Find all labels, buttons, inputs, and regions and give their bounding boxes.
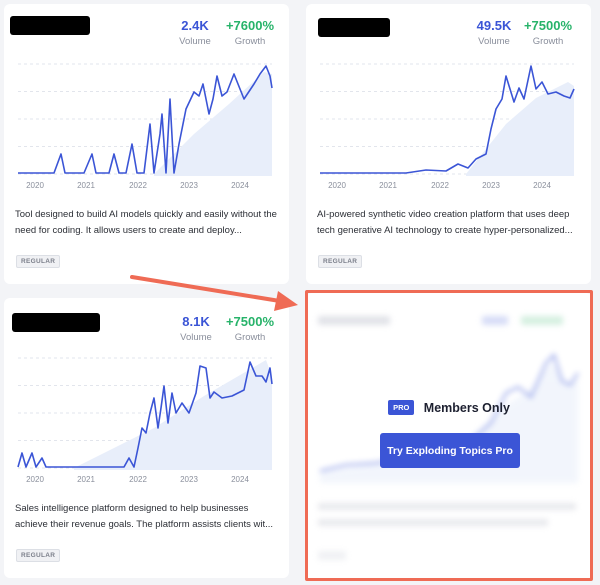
regular-tag: REGULAR — [318, 255, 363, 268]
trend-chart: 2020 2021 2022 2023 2024 — [18, 63, 273, 190]
members-only-row: PRO Members Only — [306, 399, 592, 417]
x-tick-label: 2024 — [231, 181, 249, 190]
growth-label: Growth — [532, 36, 564, 47]
volume-value: 2.4K — [181, 18, 209, 33]
volume-label: Volume — [180, 332, 212, 343]
volume-value: 49.5K — [476, 18, 512, 33]
regular-tag: REGULAR — [16, 549, 61, 562]
topic-card-3[interactable]: 8.1K Volume +7500% Growth 2020 2021 2022 20… — [4, 298, 289, 578]
x-tick-label: 2023 — [482, 181, 500, 190]
growth-label: Growth — [234, 332, 266, 343]
growth-label: Growth — [234, 36, 266, 47]
pro-badge: PRO — [388, 400, 415, 416]
volume-label: Volume — [478, 36, 510, 47]
locked-topic-card: PRO Members Only Try Exploding Topics Pr… — [306, 293, 592, 579]
topic-card-2[interactable]: 49.5K Volume +7500% Growth 2020 2021 2022 2… — [306, 4, 591, 284]
volume-metric: 2.4K Volume — [174, 18, 216, 48]
trend-chart: 2020 2021 2022 2023 2024 — [17, 357, 273, 484]
x-tick-label: 2020 — [26, 181, 44, 190]
x-tick-label: 2024 — [533, 181, 551, 190]
trend-area — [74, 360, 272, 470]
redacted-title — [10, 16, 90, 35]
trend-area — [466, 82, 574, 176]
x-tick-label: 2020 — [26, 475, 44, 484]
members-only-overlay: PRO Members Only Try Exploding Topics Pr… — [306, 293, 592, 579]
members-only-label: Members Only — [423, 400, 510, 415]
volume-value: 8.1K — [182, 314, 210, 329]
growth-value: +7500% — [523, 18, 573, 33]
redacted-title — [318, 18, 390, 37]
x-tick-label: 2022 — [129, 181, 147, 190]
card-description: AI-powered synthetic video creation plat… — [317, 209, 573, 236]
search-volume-line — [18, 65, 273, 174]
topic-card-1[interactable]: 2.4K Volume +7600% Growth 2020 2021 2022 20… — [4, 4, 289, 284]
volume-metric: 49.5K Volume — [472, 18, 516, 48]
regular-tag: REGULAR — [16, 255, 61, 268]
x-tick-label: 2021 — [77, 475, 95, 484]
volume-metric: 8.1K Volume — [176, 314, 216, 344]
x-tick-label: 2023 — [180, 475, 198, 484]
x-tick-label: 2021 — [77, 181, 95, 190]
highlight-box — [305, 290, 593, 581]
try-pro-button[interactable]: Try Exploding Topics Pro — [380, 433, 520, 468]
x-tick-label: 2023 — [180, 181, 198, 190]
growth-metric: +7500% Growth — [222, 314, 278, 344]
search-volume-line — [320, 65, 575, 174]
card-description: Tool designed to build AI models quickly… — [15, 209, 277, 236]
x-tick-label: 2022 — [431, 181, 449, 190]
volume-label: Volume — [179, 36, 211, 47]
search-volume-line — [17, 361, 273, 468]
x-tick-label: 2022 — [129, 475, 147, 484]
card-description: Sales intelligence platform designed to … — [15, 503, 274, 530]
trend-chart: 2020 2021 2022 2023 2024 — [320, 63, 575, 190]
redacted-title — [12, 313, 100, 332]
x-tick-label: 2024 — [231, 475, 249, 484]
growth-value: +7500% — [225, 314, 275, 329]
x-tick-label: 2021 — [379, 181, 397, 190]
growth-metric: +7600% Growth — [222, 18, 278, 48]
growth-metric: +7500% Growth — [519, 18, 577, 48]
x-tick-label: 2020 — [328, 181, 346, 190]
trend-area — [154, 72, 272, 176]
growth-value: +7600% — [225, 18, 275, 33]
